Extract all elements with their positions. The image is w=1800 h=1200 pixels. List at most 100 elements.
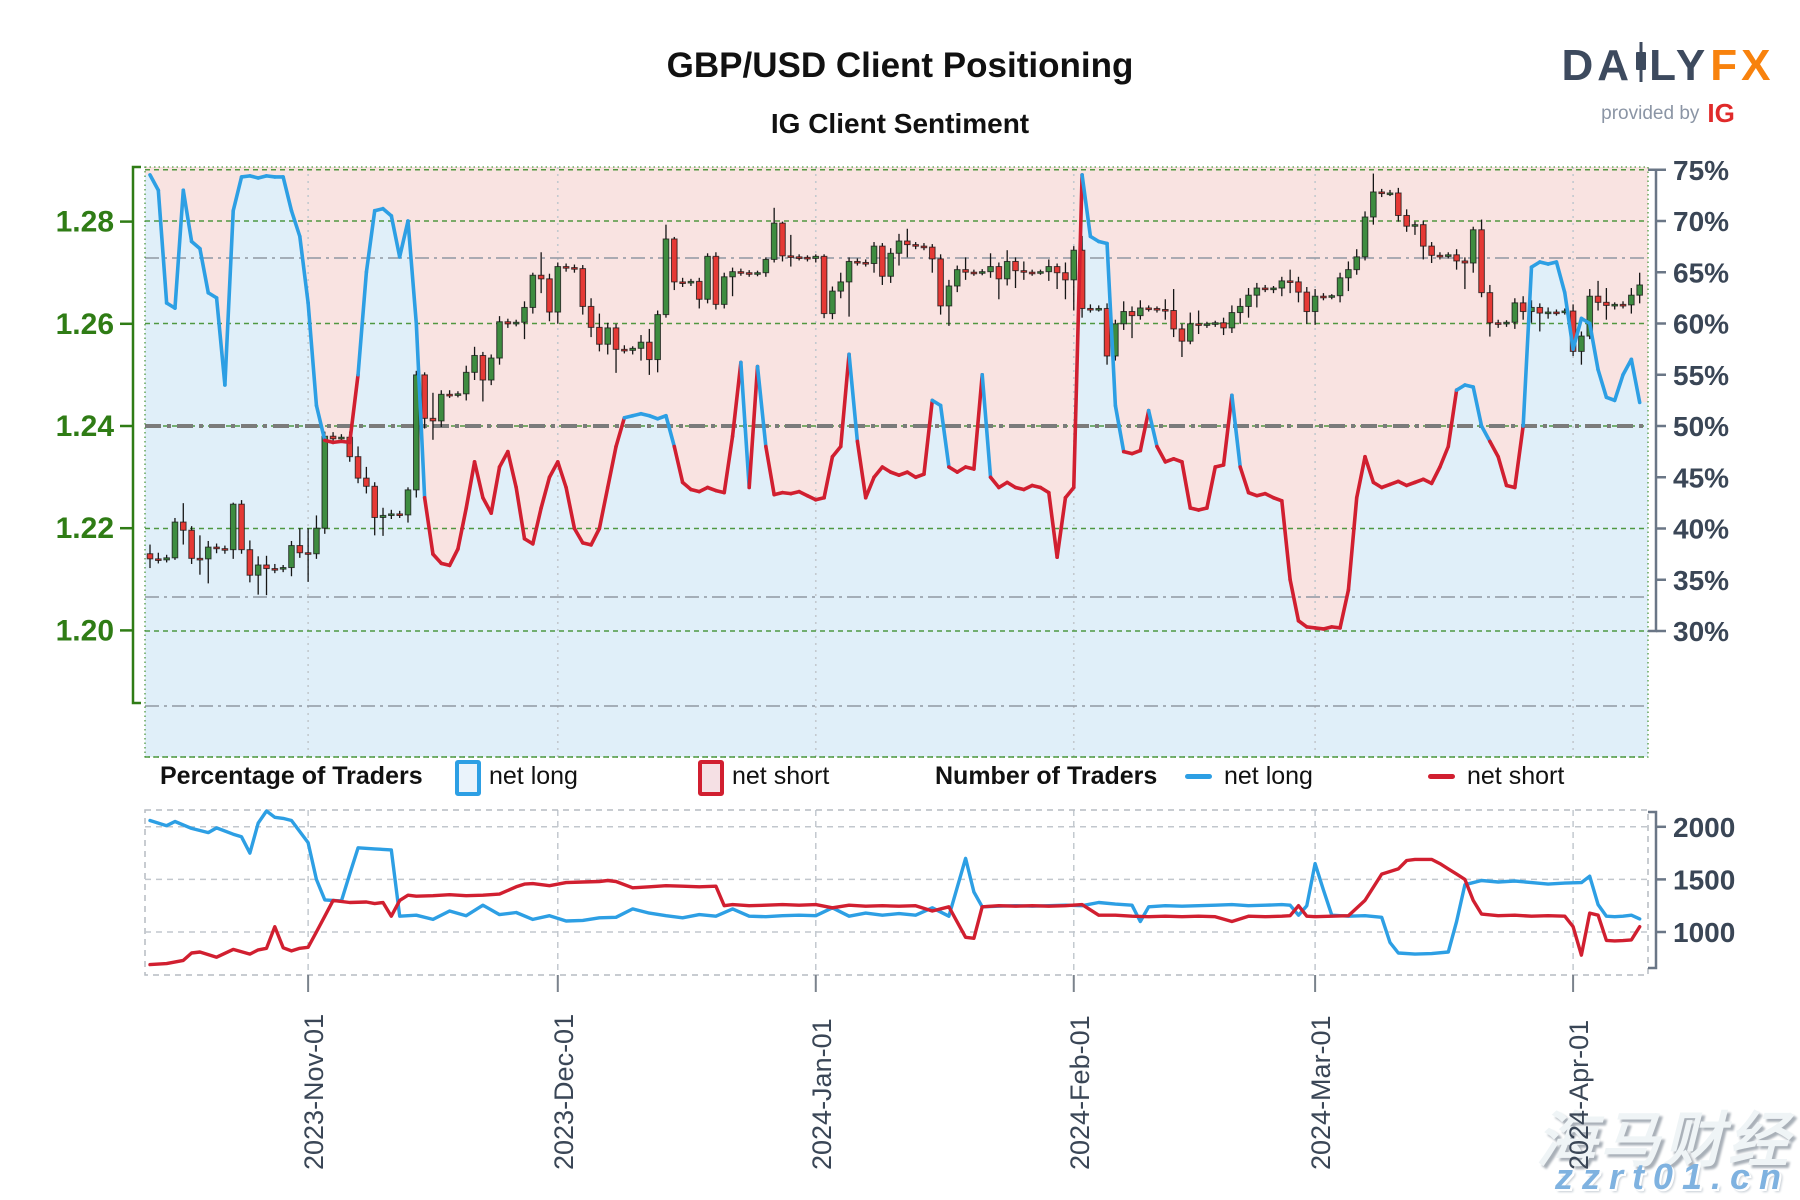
net-long-pct-line xyxy=(938,403,951,469)
candle-down xyxy=(912,244,919,247)
candle-up xyxy=(1003,260,1011,280)
net-long-pct-line xyxy=(1554,260,1567,295)
candle-down xyxy=(1087,307,1094,311)
candle-down xyxy=(1453,254,1460,262)
candle-up xyxy=(845,260,853,283)
net-long-pct-line xyxy=(1113,403,1126,454)
candle-down xyxy=(1428,245,1435,256)
net-short-pct-line xyxy=(1071,173,1084,490)
candle-up xyxy=(1137,307,1144,317)
chart-subtitle: IG Client Sentiment xyxy=(770,108,1030,139)
candle-down xyxy=(1436,254,1444,258)
candle-down xyxy=(1553,311,1560,315)
legend-netlong-swatch xyxy=(455,760,481,796)
candle-down xyxy=(920,245,928,249)
candle-down xyxy=(354,456,362,479)
logo-ig: IG xyxy=(1707,98,1735,128)
net-short-pct-line xyxy=(1429,465,1442,486)
watermark-chinese: 海马财经 xyxy=(1536,1107,1792,1174)
net-short-pct-line xyxy=(464,460,477,510)
page-title: GBP/USD Client Positioning xyxy=(666,46,1134,85)
watermark-url: zzrt01.cn xyxy=(1554,1156,1790,1197)
net-short-pct-line xyxy=(472,460,485,500)
pct-tick-label: 75% xyxy=(1673,155,1729,186)
price-tick-label: 1.28 xyxy=(56,206,114,239)
net-short-pct-line xyxy=(672,444,685,485)
pct-tick-label: 30% xyxy=(1673,616,1729,647)
net-long-pct-line xyxy=(231,175,244,213)
candle-up xyxy=(762,258,770,274)
traders-tick-label: 2000 xyxy=(1673,812,1735,843)
net-short-pct-line xyxy=(1046,490,1059,560)
net-long-pct-line xyxy=(755,364,768,449)
candle-down xyxy=(679,281,686,284)
legend-netshort-count-label: net short xyxy=(1467,762,1565,790)
candle-up xyxy=(1544,311,1552,315)
candle-down xyxy=(446,393,453,397)
candle-up xyxy=(313,527,320,555)
net-long-pct-line xyxy=(1596,367,1609,400)
candle-up xyxy=(554,266,562,313)
candle-up xyxy=(1353,256,1361,271)
candle-up xyxy=(987,266,994,273)
pct-tick-label: 35% xyxy=(1673,565,1729,596)
candle-down xyxy=(1320,295,1327,299)
candle-down xyxy=(779,222,786,257)
logo-daily-text2: LY xyxy=(1649,41,1710,90)
candle-down xyxy=(1170,310,1177,330)
candle-up xyxy=(1211,322,1219,325)
candle-up xyxy=(1328,295,1336,298)
price-tick-label: 1.20 xyxy=(56,614,114,647)
net-short-pct-line xyxy=(597,485,610,531)
net-short-pct-line xyxy=(605,444,618,490)
candle-down xyxy=(429,417,437,422)
pct-tick-label: 70% xyxy=(1673,206,1729,237)
candle-up xyxy=(887,252,894,277)
traders-line-net-short xyxy=(148,857,1642,967)
net-short-pct-line xyxy=(506,449,518,490)
date-tick-label: 2023-Dec-01 xyxy=(548,1013,579,1170)
net-long-pct-line xyxy=(173,188,186,310)
candle-down xyxy=(1619,303,1627,307)
candle-down xyxy=(1378,191,1385,195)
net-long-pct-line xyxy=(847,352,860,444)
net-short-pct-line xyxy=(481,495,494,515)
net-long-pct-line xyxy=(281,175,294,213)
net-short-pct-line xyxy=(872,465,885,480)
net-short-pct-line xyxy=(1155,444,1168,464)
candle-down xyxy=(862,261,870,265)
net-long-pct-line xyxy=(1230,393,1243,469)
candle-up xyxy=(953,269,961,287)
net-long-pct-line xyxy=(406,219,419,326)
candle-down xyxy=(1461,260,1469,264)
traders-line-net-long xyxy=(148,809,1642,956)
candle-down xyxy=(1286,280,1294,283)
candle-down xyxy=(196,557,204,561)
net-long-pct-line xyxy=(1471,385,1484,428)
net-short-pct-line xyxy=(1205,465,1218,510)
candle-up xyxy=(379,514,387,518)
net-short-pct-line xyxy=(1180,460,1193,510)
candle-up xyxy=(654,314,661,361)
candle-down xyxy=(1395,192,1402,216)
net-long-pct-line xyxy=(306,301,319,408)
candle-up xyxy=(1386,192,1394,196)
candle-up xyxy=(720,276,728,305)
pct-tick-label: 45% xyxy=(1673,462,1729,493)
net-long-pct-line xyxy=(198,246,211,295)
net-short-pct-line xyxy=(555,460,568,490)
net-short-pct-line xyxy=(863,475,876,500)
pct-tick-label: 60% xyxy=(1673,309,1729,340)
candle-down xyxy=(537,274,545,280)
candle-down xyxy=(1178,328,1186,342)
candle-up xyxy=(388,513,395,516)
candle-up xyxy=(1361,216,1369,258)
traders-plot-border xyxy=(144,809,1649,976)
candle-up xyxy=(1411,224,1419,227)
candle-down xyxy=(1153,307,1161,311)
net-short-pct-line xyxy=(1496,454,1509,488)
candle-down xyxy=(820,255,828,315)
candle-down xyxy=(937,258,944,307)
candle-down xyxy=(504,321,512,325)
logo-candlestick-icon xyxy=(1634,40,1648,92)
